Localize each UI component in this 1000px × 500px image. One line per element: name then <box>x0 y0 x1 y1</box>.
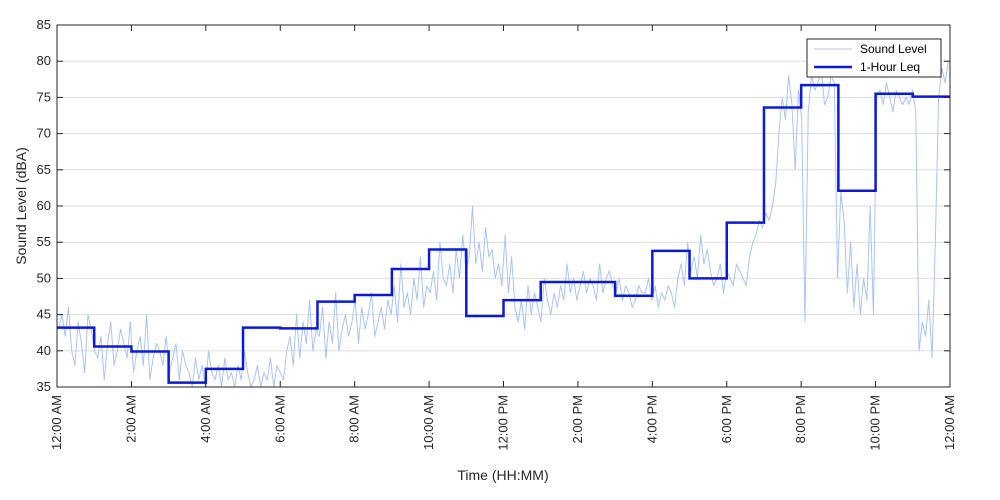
x-tick-label: 10:00 AM <box>421 395 436 450</box>
y-tick-label: 40 <box>37 343 51 358</box>
x-tick-label: 10:00 PM <box>868 395 883 451</box>
y-tick-label: 70 <box>37 126 51 141</box>
legend-box <box>806 38 942 78</box>
y-tick-label: 50 <box>37 270 51 285</box>
y-tick-label: 45 <box>37 307 51 322</box>
x-tick-label: 6:00 AM <box>272 395 287 443</box>
legend-label-sound-level: Sound Level <box>860 42 927 56</box>
x-axis-ticks: 12:00 AM 2:00 AM 4:00 AM 6:00 AM 8:00 AM 10:0… <box>49 25 957 451</box>
y-tick-label: 55 <box>37 234 51 249</box>
x-tick-label: 8:00 AM <box>347 395 362 443</box>
y-tick-label: 60 <box>37 198 51 213</box>
legend: Sound Level 1-Hour Leq <box>806 38 942 78</box>
x-tick-label: 8:00 PM <box>793 395 808 443</box>
y-axis-label: Sound Level (dBA) <box>13 147 29 265</box>
x-tick-label: 4:00 PM <box>644 395 659 443</box>
x-tick-label: 12:00 PM <box>496 395 511 451</box>
x-axis-label: Time (HH:MM) <box>457 467 548 483</box>
x-tick-label: 2:00 AM <box>123 395 138 443</box>
leq-series <box>57 83 950 384</box>
y-tick-label: 75 <box>37 89 51 104</box>
x-tick-label: 12:00 AM <box>49 395 64 450</box>
y-tick-label: 85 <box>37 17 51 32</box>
x-tick-label: 4:00 AM <box>198 395 213 443</box>
x-tick-label: 12:00 AM <box>942 395 957 450</box>
x-tick-label: 2:00 PM <box>570 395 585 443</box>
y-tick-label: 35 <box>37 379 51 394</box>
leq-step-line <box>57 83 950 384</box>
y-tick-label: 80 <box>37 53 51 68</box>
x-tick-label: 6:00 PM <box>719 395 734 443</box>
y-axis-ticks: 35 40 45 50 55 60 65 70 75 80 85 <box>37 17 950 394</box>
legend-label-leq: 1-Hour Leq <box>860 60 920 74</box>
y-tick-label: 65 <box>37 162 51 177</box>
